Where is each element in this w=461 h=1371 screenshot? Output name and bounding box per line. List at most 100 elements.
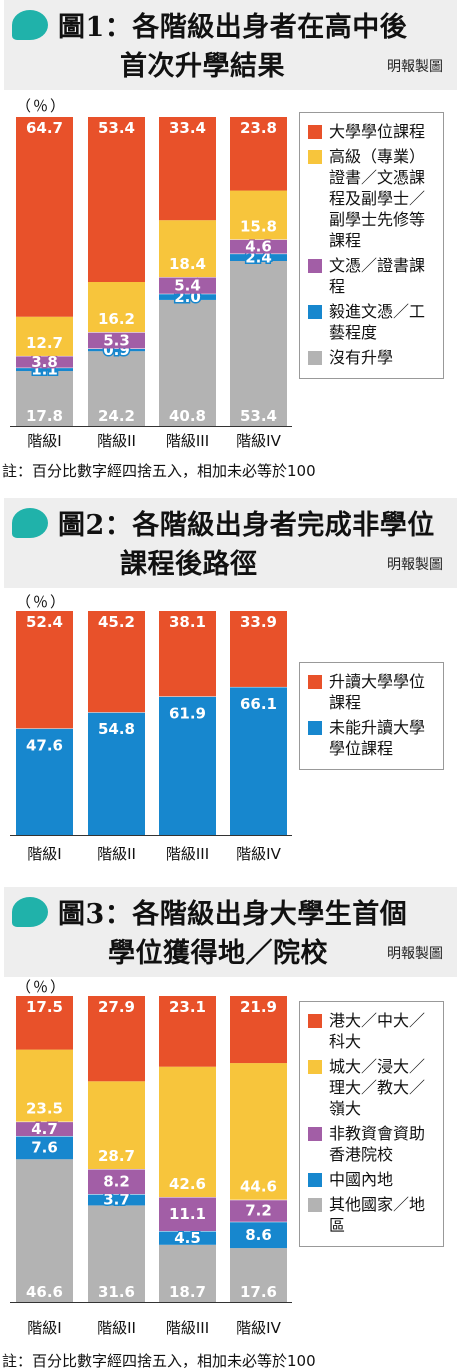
- chart-3-plot: 46.6 7.64.7 23.5 17.5 31.6 3.78.2 28.7 27.9 18.7…: [10, 996, 292, 1303]
- chart-2-title-line1: 圖2：各階級出身者完成非學位: [58, 510, 435, 541]
- data-label: 5.3: [103, 331, 130, 349]
- data-label: 3.7: [103, 1191, 130, 1209]
- bar-segment: [16, 996, 73, 1050]
- bar-segment: [159, 611, 216, 697]
- legend-label: 未能升讀大學學位課程: [329, 718, 426, 758]
- bar-segment: [230, 190, 287, 240]
- data-label: 24.2: [98, 407, 135, 425]
- bar-segment: [230, 1063, 287, 1200]
- data-label: 47.6: [26, 736, 63, 754]
- data-label: 12.7: [26, 334, 63, 352]
- data-label: 42.6: [169, 1175, 206, 1193]
- chart-2-legend: 升讀大學學位課程未能升讀大學學位課程: [299, 662, 444, 770]
- bar-segment: [230, 117, 287, 191]
- data-label: 17.6: [240, 1283, 277, 1301]
- legend-item: 沒有升學: [308, 347, 439, 368]
- x-tick-label: 階級II: [97, 845, 136, 863]
- legend-swatch: [308, 1060, 322, 1074]
- legend-label: 文憑／證書課程: [329, 256, 426, 296]
- data-label: 33.9: [240, 613, 277, 631]
- bar-segment: [88, 1081, 145, 1170]
- data-label: 4.6: [245, 237, 272, 255]
- bar-segment: [16, 1135, 73, 1160]
- bar-segment: [16, 611, 73, 729]
- chart-1-credit: 明報製圖: [387, 59, 443, 75]
- data-label: 4.5: [174, 1229, 201, 1247]
- bar-segment: [159, 1231, 216, 1245]
- legend-swatch: [308, 721, 322, 735]
- bar-segment: [230, 686, 287, 835]
- chart-1-title-line1: 圖1：各階級出身者在高中後: [58, 12, 408, 43]
- chart-3-credit: 明報製圖: [387, 946, 443, 962]
- data-label: 38.1: [169, 613, 206, 631]
- legend-item: 港大／中大／科大: [308, 1010, 439, 1052]
- chart-1-legend: 大學學位課程高級（專業）證書／文憑課程及副學士／副學士先修等課程文憑／證書課程毅…: [299, 112, 444, 379]
- bar-segment: [230, 1221, 287, 1249]
- chart-2-header: 圖2：各階級出身者完成非學位 課程後路徑 明報製圖: [4, 498, 457, 588]
- bar-segment: [230, 253, 287, 261]
- data-label: 33.4: [169, 119, 206, 137]
- bar-segment: [159, 299, 216, 426]
- chart-3-title-line2: 學位獲得地／院校: [108, 938, 328, 969]
- data-label: 17.5: [26, 998, 63, 1016]
- bar-segment: [16, 355, 73, 368]
- bar-segment: [88, 351, 145, 426]
- legend-swatch: [308, 675, 322, 689]
- bar-segment: [159, 696, 216, 835]
- x-tick-label: 階級II: [97, 432, 136, 450]
- x-tick-label: 階級IV: [236, 432, 281, 450]
- legend-swatch: [308, 351, 322, 365]
- chart-panel-2: 圖2：各階級出身者完成非學位 課程後路徑 明報製圖 （％） 47.6 52.4 54…: [0, 498, 461, 878]
- data-label: 23.5: [26, 1100, 63, 1118]
- chart-1-plot: 17.81.13.812.764.724.20.95.316.253.440.8…: [10, 117, 292, 427]
- data-label: 4.7: [31, 1120, 58, 1138]
- chart-1-unit-label: （％）: [16, 97, 68, 115]
- chart-3-title-line1: 圖3：各階級出身大學生首個: [58, 899, 408, 930]
- data-label: 18.4: [169, 255, 206, 273]
- x-tick-label: 階級III: [165, 432, 210, 450]
- legend-swatch: [308, 125, 322, 139]
- data-label: 8.6: [245, 1226, 272, 1244]
- data-label: 46.6: [26, 1283, 63, 1301]
- bar-segment: [88, 348, 145, 352]
- bar-segment: [159, 277, 216, 294]
- legend-swatch: [308, 259, 322, 273]
- x-tick-label: 階級III: [165, 1319, 210, 1337]
- chart-2-unit-label: （％）: [16, 593, 68, 611]
- bar-segment: [88, 1194, 145, 1206]
- bar-segment: [16, 316, 73, 356]
- data-label: 5.4: [174, 276, 201, 294]
- x-tick-label: 階級IV: [236, 1319, 281, 1337]
- legend-item: 高級（專業）證書／文憑課程及副學士／副學士先修等課程: [308, 146, 439, 251]
- data-label: 18.7: [169, 1283, 206, 1301]
- chart-1-title-line2: 首次升學結果: [120, 51, 285, 82]
- legend-swatch: [308, 150, 322, 164]
- data-label: 40.8: [169, 407, 206, 425]
- bar-segment: [159, 117, 216, 221]
- bar-segment: [159, 293, 216, 300]
- data-label: 23.1: [169, 998, 206, 1016]
- x-tick-label: 階級II: [97, 1319, 136, 1337]
- legend-item: 升讀大學學位課程: [308, 671, 439, 713]
- bar-segment: [159, 1244, 216, 1302]
- data-label: 3.8: [31, 353, 58, 371]
- legend-label: 港大／中大／科大: [329, 1011, 426, 1051]
- chart-3-unit-label: （％）: [16, 978, 68, 996]
- data-label: 17.8: [26, 407, 63, 425]
- data-label: 23.8: [240, 119, 277, 137]
- bar-segment: [88, 996, 145, 1082]
- bar-segment: [16, 1049, 73, 1122]
- legend-item: 文憑／證書課程: [308, 255, 439, 297]
- bar-segment: [159, 996, 216, 1067]
- data-label: 15.8: [240, 217, 277, 235]
- legend-label: 城大／浸大／理大／教大／嶺大: [329, 1057, 426, 1118]
- legend-swatch: [308, 1198, 322, 1212]
- legend-label: 非教資會資助香港院校: [329, 1124, 426, 1164]
- legend-swatch: [308, 1127, 322, 1141]
- data-label: 28.7: [98, 1147, 135, 1165]
- legend-label: 中國內地: [329, 1170, 394, 1189]
- legend-item: 毅進文憑／工藝程度: [308, 301, 439, 343]
- legend-item: 大學學位課程: [308, 121, 439, 142]
- legend-label: 其他國家／地區: [329, 1195, 426, 1235]
- x-tick-label: 階級I: [27, 845, 62, 863]
